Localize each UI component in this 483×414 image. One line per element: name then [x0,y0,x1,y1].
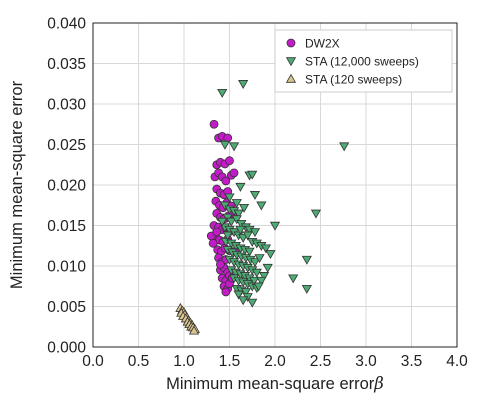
x-tick-label: 1.5 [219,353,241,370]
sta-12000-point [247,298,258,308]
sta-12000-point [254,254,265,264]
sta-12000-point [339,142,350,152]
sta-12000-point [249,228,261,238]
sta-12000-point [238,296,249,306]
sta-12000-point [301,284,312,294]
dw2x-point [209,119,219,129]
sta-12000-point [269,221,281,231]
dw2x-point [225,156,234,166]
sta-12000-point [251,268,262,278]
y-tick-label: 0.010 [47,259,86,276]
dw2x-point [215,259,225,269]
sta-12000-point [219,140,231,150]
sta-12000-point [244,247,255,257]
legend-marker [285,57,297,67]
sta-120-point [188,325,200,335]
sta-12000-point [224,193,235,203]
sta-12000-point [253,282,264,292]
legend-label: DW2X [305,37,340,51]
y-tick-label: 0.040 [47,16,86,33]
x-tick-label: 2.0 [264,353,286,370]
sta-12000-point [301,255,312,265]
x-tick-label: 2.5 [310,353,332,370]
x-tick-label: 3.0 [355,353,377,370]
dw2x-point [221,176,231,186]
y-tick-label: 0.015 [47,218,86,235]
sta-12000-point [256,201,267,211]
legend-entry: STA (12,000 sweeps) [285,55,419,69]
sta-12000-point [222,231,233,241]
legend-box [274,29,453,93]
sta-12000-point [228,142,240,152]
sta-12000-point [288,274,299,284]
sta-12000-point [249,191,261,200]
sta-12000-point [258,272,270,281]
sta-12000-point [256,276,267,286]
y-tick-label: 0.025 [47,137,86,154]
y-tick-label: 0.020 [47,178,86,195]
sta-12000-point [265,250,276,260]
x-tick-label: 1.0 [173,353,195,370]
legend-entry: STA (120 sweeps) [285,73,402,87]
y-tick-label: 0.000 [47,340,86,357]
sta-12000-point [235,225,246,235]
legend-items: DW2X STA (12,000 sweeps) STA (120 sweeps) [285,37,419,87]
x-tick-label: 0.0 [82,353,104,370]
sta-12000-point [233,209,244,219]
sta-12000-point [217,88,228,98]
sta-12000-point [238,203,250,213]
axis-tick-labels: 0.0 0.5 1.0 1.5 2.0 2.5 3.0 3.5 4.0 0.000 0.005 0.0… [47,16,468,371]
y-tick-label: 0.030 [47,97,86,114]
sta-12000-point [231,215,242,225]
dw2x-point [229,168,239,178]
plot-frame [92,22,458,348]
sta-12000-point [260,244,271,254]
sta-12000-point [249,258,261,268]
sta-12000-point [231,199,242,209]
sta-12000-point [217,217,228,227]
legend: DW2X STA (12,000 sweeps) STA (120 sweeps) [274,29,453,93]
sta-12000-point [242,231,253,241]
sta-12000-point [233,290,244,300]
x-tick-label: 3.5 [401,353,423,370]
sta-12000-point [310,209,322,219]
y-tick-label: 0.035 [47,56,86,73]
sta-12000-point [247,170,258,180]
legend-entry: DW2X [286,37,340,51]
x-axis-label-text: Minimum mean-square error [166,375,375,393]
dw2x-point [212,227,222,237]
dw2x-point [221,287,231,297]
sta-12000-point [240,288,251,298]
y-axis-label: Minimum mean-square error [8,80,26,289]
legend-label: STA (12,000 sweeps) [305,55,419,69]
x-axis-label-symbol: β [373,374,384,393]
x-axis-label: Minimum mean-square errorβ [166,374,384,393]
legend-marker [285,73,297,83]
legend-label: STA (120 sweeps) [305,73,402,87]
x-tick-label: 0.5 [128,353,150,370]
sta-12000-point [226,217,237,227]
y-tick-label: 0.005 [47,299,86,316]
x-tick-label: 4.0 [446,353,468,370]
sta-12000-point [262,263,273,273]
data-points [175,80,350,335]
sta-12000-point [238,80,249,89]
sta-12000-point [235,182,246,192]
legend-marker [286,38,296,48]
dw2x-point [208,238,218,248]
